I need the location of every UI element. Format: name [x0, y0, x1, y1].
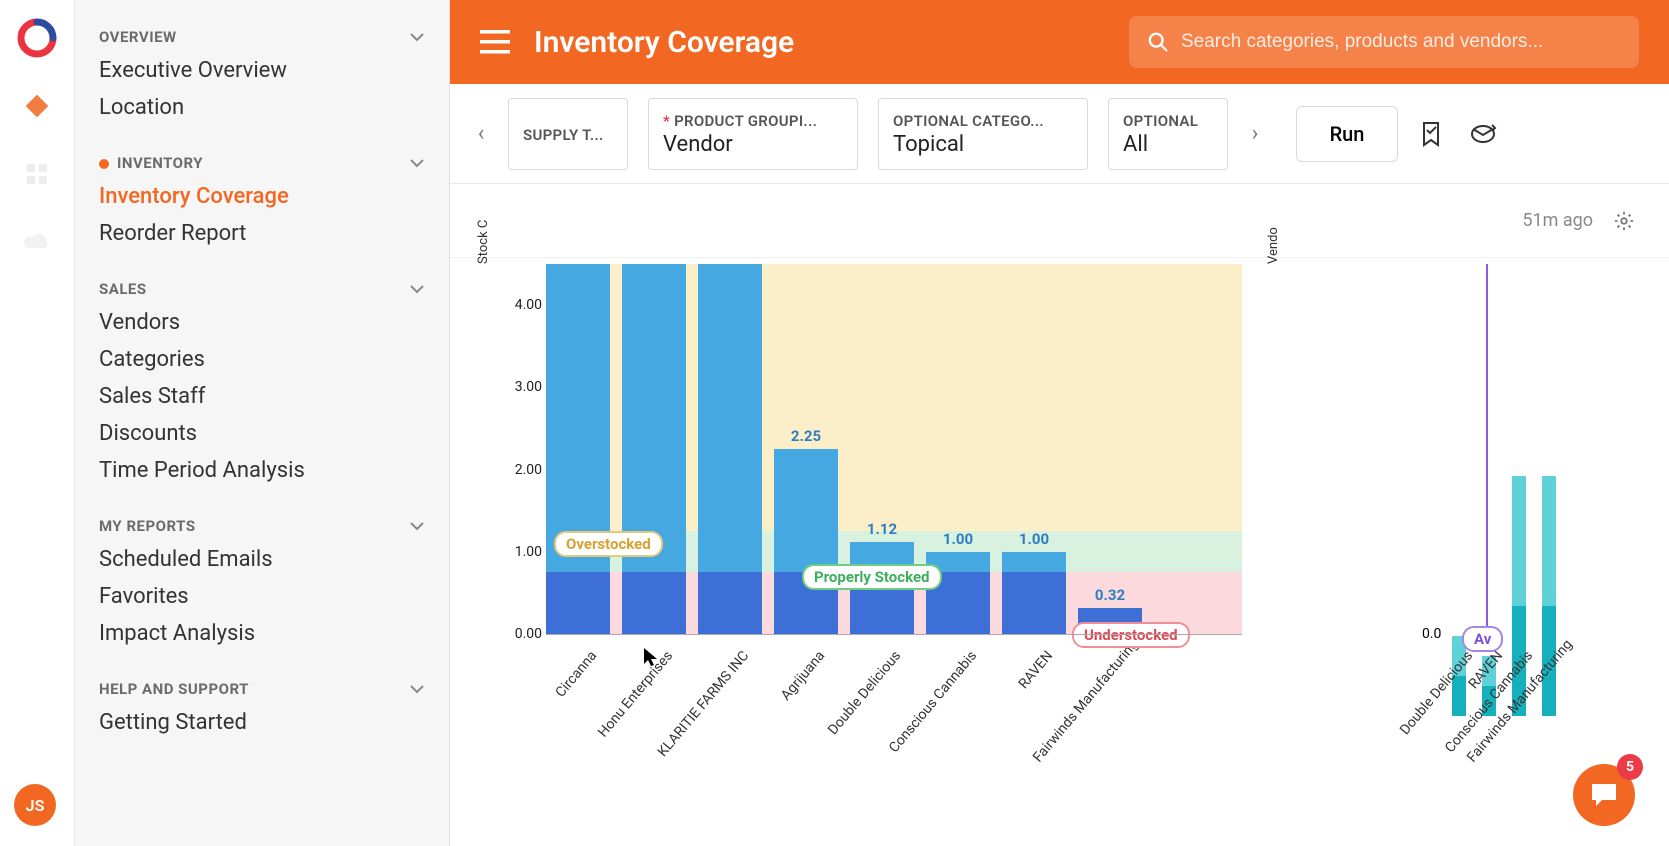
- filter-box[interactable]: * PRODUCT GROUPI...Vendor: [648, 98, 858, 170]
- sidebar-item[interactable]: Favorites: [99, 578, 425, 615]
- sidebar-item[interactable]: Discounts: [99, 415, 425, 452]
- side-chart: Vendo Double DeliciousRAVENConscious Can…: [1272, 264, 1572, 846]
- bar-value-label: 1.12: [850, 520, 914, 538]
- chevron-down-icon: [409, 684, 425, 694]
- icon-rail: [0, 0, 75, 846]
- meta-bar: 51m ago: [450, 184, 1669, 258]
- chevron-down-icon: [409, 158, 425, 168]
- chat-unread-badge: 5: [1617, 754, 1643, 780]
- avg-line: [1486, 264, 1488, 634]
- bar-value-label: 2.25: [774, 427, 838, 445]
- section-header[interactable]: INVENTORY: [99, 154, 425, 172]
- status-pill-proper: Properly Stocked: [802, 564, 942, 590]
- filter-box[interactable]: OPTIONAL CATEGO...Topical: [878, 98, 1088, 170]
- refresh-mail-icon[interactable]: [1468, 121, 1498, 147]
- user-avatar[interactable]: JS: [14, 784, 56, 826]
- main-chart: Stock C 2.251.121.001.000.32 0.001.002.0…: [482, 264, 1242, 846]
- sidebar-item[interactable]: Getting Started: [99, 704, 425, 741]
- nav-cloud-icon[interactable]: [17, 222, 57, 262]
- bar-value-label: 1.00: [1002, 530, 1066, 548]
- sidebar-item[interactable]: Scheduled Emails: [99, 541, 425, 578]
- search-box[interactable]: [1129, 16, 1639, 68]
- avatar-initials: JS: [26, 796, 45, 815]
- nav-grid-icon[interactable]: [17, 154, 57, 194]
- sidebar-item[interactable]: Inventory Coverage: [99, 178, 425, 215]
- bar-value-label: 1.00: [926, 530, 990, 548]
- bar-value-label: 0.32: [1078, 586, 1142, 604]
- section-header[interactable]: HELP AND SUPPORT: [99, 680, 425, 698]
- settings-gear-icon[interactable]: [1613, 210, 1635, 232]
- status-pill-under: Understocked: [1072, 622, 1190, 648]
- chevron-down-icon: [409, 284, 425, 294]
- sidebar-item[interactable]: Location: [99, 89, 425, 126]
- side-y-tick: 0.0: [1422, 626, 1441, 642]
- filter-box[interactable]: SUPPLY T...: [508, 98, 628, 170]
- filters-next-icon[interactable]: ›: [1238, 114, 1272, 154]
- last-refresh: 51m ago: [1522, 210, 1593, 231]
- y-axis-label: Stock C: [476, 220, 491, 264]
- page-title: Inventory Coverage: [534, 25, 1129, 60]
- y-tick: 3.00: [506, 379, 542, 395]
- chart-bar[interactable]: 2.25: [774, 449, 838, 634]
- chart-area: Stock C 2.251.121.001.000.32 0.001.002.0…: [450, 258, 1669, 846]
- section-header[interactable]: SALES: [99, 280, 425, 298]
- y-tick: 1.00: [506, 544, 542, 560]
- chart-bar[interactable]: 1.00: [926, 552, 990, 634]
- nav-diamond-icon[interactable]: [17, 86, 57, 126]
- chart-bar[interactable]: [546, 264, 610, 634]
- y-tick: 0.00: [506, 626, 542, 642]
- chevron-down-icon: [409, 32, 425, 42]
- chart-bar[interactable]: 1.00: [1002, 552, 1066, 634]
- run-button[interactable]: Run: [1296, 106, 1398, 162]
- chat-icon: [1588, 780, 1620, 810]
- filters-prev-icon[interactable]: ‹: [464, 114, 498, 154]
- status-pill-avg: Av: [1462, 626, 1503, 652]
- search-input[interactable]: [1181, 31, 1621, 53]
- sidebar-item[interactable]: Vendors: [99, 304, 425, 341]
- chart-bar[interactable]: [622, 264, 686, 634]
- sidebar-item[interactable]: Executive Overview: [99, 52, 425, 89]
- menu-toggle-icon[interactable]: [480, 30, 510, 54]
- sidebar-item[interactable]: Categories: [99, 341, 425, 378]
- y-tick: 4.00: [506, 297, 542, 313]
- sidebar: OVERVIEW Executive OverviewLocation INVENT…: [75, 0, 450, 846]
- filter-bar: ‹ SUPPLY T... * PRODUCT GROUPI...Vendor OP…: [450, 84, 1669, 184]
- search-icon: [1147, 31, 1169, 53]
- side-y-label: Vendo: [1266, 227, 1281, 264]
- section-header[interactable]: OVERVIEW: [99, 28, 425, 46]
- status-pill-over: Overstocked: [554, 531, 663, 557]
- section-header[interactable]: MY REPORTS: [99, 517, 425, 535]
- section-dot-icon: [99, 159, 109, 169]
- sidebar-item[interactable]: Impact Analysis: [99, 615, 425, 652]
- bookmark-check-icon[interactable]: [1420, 121, 1444, 147]
- app-logo-icon[interactable]: [17, 18, 57, 58]
- chevron-down-icon: [409, 521, 425, 531]
- cursor-icon: [643, 647, 659, 667]
- sidebar-item[interactable]: Sales Staff: [99, 378, 425, 415]
- sidebar-item[interactable]: Time Period Analysis: [99, 452, 425, 489]
- header-bar: Inventory Coverage: [450, 0, 1669, 84]
- chart-bar[interactable]: [698, 264, 762, 634]
- sidebar-item[interactable]: Reorder Report: [99, 215, 425, 252]
- filter-box[interactable]: OPTIONALAll: [1108, 98, 1228, 170]
- y-tick: 2.00: [506, 462, 542, 478]
